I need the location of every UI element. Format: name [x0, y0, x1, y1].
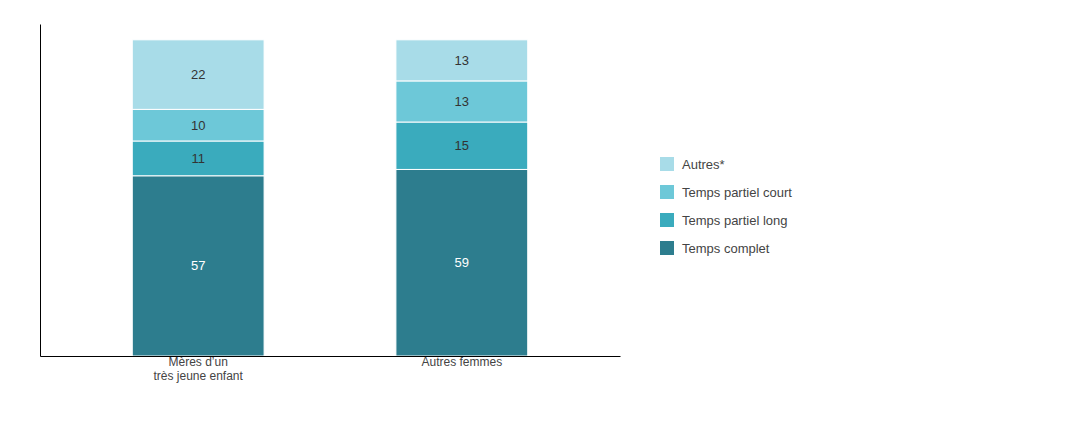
legend: Autres* Temps partiel court Temps partiel … — [660, 157, 792, 256]
bar-segment — [132, 40, 264, 110]
legend-label: Temps partiel court — [682, 185, 792, 200]
bar-segment — [132, 109, 264, 141]
y-axis-line — [40, 25, 41, 357]
x-tick-label-line: Mères d’un — [168, 355, 227, 369]
x-axis-line — [41, 356, 621, 357]
data-label: 11 — [191, 151, 205, 166]
legend-swatch — [660, 213, 674, 227]
x-tick: Autres femmes — [421, 355, 502, 369]
series-bars — [132, 169, 527, 356]
x-tick-label-line: Autres femmes — [421, 355, 502, 369]
legend-item: Autres* — [660, 157, 725, 172]
legend-item: Temps complet — [660, 241, 770, 256]
chart: 57 59 11 15 10 13 22 13 Mères d’untrès jeune enf… — [0, 0, 1082, 426]
data-label: 57 — [191, 258, 205, 273]
data-label: 22 — [191, 67, 205, 82]
bar-segment — [396, 40, 528, 81]
legend-swatch — [660, 185, 674, 199]
bar-segment — [132, 176, 264, 356]
x-tick: Mères d’untrès jeune enfant — [153, 355, 243, 383]
legend-label: Temps partiel long — [682, 213, 788, 228]
legend-swatch — [660, 157, 674, 171]
bar-segment — [396, 81, 528, 122]
bars — [132, 40, 527, 356]
legend-label: Autres* — [682, 157, 725, 172]
x-tick-label: Mères d’untrès jeune enfant — [153, 355, 243, 383]
bar-segment — [396, 169, 528, 356]
legend-swatch — [660, 241, 674, 255]
y-axis — [40, 25, 41, 357]
x-tick-label: Autres femmes — [421, 355, 502, 369]
bar-segment — [396, 122, 528, 169]
data-label: 59 — [455, 255, 469, 270]
data-label: 13 — [455, 53, 469, 68]
series-bars — [132, 40, 527, 110]
data-label: 15 — [455, 138, 469, 153]
data-label: 13 — [455, 94, 469, 109]
x-tick-label-line: très jeune enfant — [153, 369, 243, 383]
x-axis: Mères d’untrès jeune enfant Autres femmes — [41, 355, 621, 383]
data-label: 10 — [191, 118, 205, 133]
legend-item: Temps partiel long — [660, 213, 788, 228]
data-labels: 57 59 11 15 10 13 22 13 — [191, 53, 469, 274]
legend-item: Temps partiel court — [660, 185, 792, 200]
bar-segment — [132, 141, 264, 176]
legend-label: Temps complet — [682, 241, 770, 256]
